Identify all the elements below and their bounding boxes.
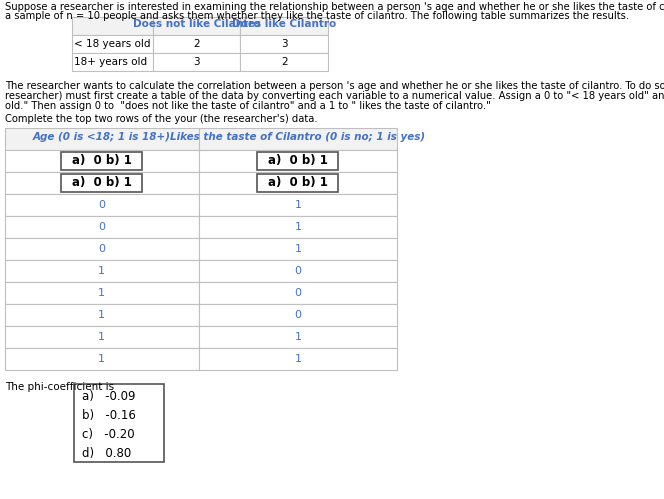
Bar — [61, 174, 142, 192]
Bar — [240, 17, 328, 35]
Bar — [199, 282, 397, 304]
Bar — [199, 194, 397, 216]
Bar — [74, 384, 164, 462]
Text: d)   0.80: d) 0.80 — [82, 447, 131, 460]
Text: 1: 1 — [294, 354, 301, 364]
Bar — [72, 17, 153, 35]
Text: 18+ years old: 18+ years old — [74, 57, 147, 67]
Text: 1: 1 — [294, 244, 301, 254]
Text: 1: 1 — [98, 288, 106, 298]
Bar — [199, 150, 397, 172]
Bar — [153, 35, 240, 53]
Bar — [5, 238, 199, 260]
Text: a sample of n = 10 people and asks them whether they like the taste of cilantro.: a sample of n = 10 people and asks them … — [5, 11, 629, 21]
Text: Complete the top two rows of the your (the researcher's) data.: Complete the top two rows of the your (t… — [5, 114, 317, 124]
Text: 1: 1 — [98, 354, 106, 364]
Bar — [199, 238, 397, 260]
Bar — [199, 326, 397, 348]
Text: 1: 1 — [294, 332, 301, 342]
Text: Does like Cilantro: Does like Cilantro — [232, 19, 336, 29]
Text: 1: 1 — [98, 310, 106, 320]
Text: b)   -0.16: b) -0.16 — [82, 409, 136, 422]
Bar — [153, 53, 240, 71]
Text: < 18 years old: < 18 years old — [74, 39, 151, 49]
Text: Age (0 is <18; 1 is 18+): Age (0 is <18; 1 is 18+) — [33, 132, 171, 142]
Text: The phi-coefficient is: The phi-coefficient is — [5, 382, 114, 392]
Text: a)  0 b) 1: a) 0 b) 1 — [268, 176, 328, 189]
Bar — [5, 150, 199, 172]
Bar — [199, 128, 397, 150]
Text: a)  0 b) 1: a) 0 b) 1 — [72, 154, 131, 167]
Text: a)  0 b) 1: a) 0 b) 1 — [268, 154, 328, 167]
Text: c)   -0.20: c) -0.20 — [82, 428, 135, 441]
Text: 1: 1 — [98, 332, 106, 342]
Text: 2: 2 — [281, 57, 288, 67]
Text: 3: 3 — [193, 57, 200, 67]
Bar — [199, 172, 397, 194]
Bar — [5, 304, 199, 326]
Bar — [199, 348, 397, 370]
Text: 2: 2 — [193, 39, 200, 49]
Text: 1: 1 — [98, 266, 106, 276]
Bar — [153, 17, 240, 35]
Bar — [5, 282, 199, 304]
Bar — [240, 53, 328, 71]
Bar — [5, 172, 199, 194]
Bar — [199, 216, 397, 238]
Text: old." Then assign 0 to  "does not like the taste of cilantro" and a 1 to " likes: old." Then assign 0 to "does not like th… — [5, 101, 491, 111]
Bar — [61, 152, 142, 170]
Text: 0: 0 — [294, 288, 301, 298]
Bar — [5, 128, 199, 150]
Bar — [257, 152, 339, 170]
Bar — [72, 53, 153, 71]
Text: a)  0 b) 1: a) 0 b) 1 — [72, 176, 131, 189]
Text: 0: 0 — [294, 266, 301, 276]
Text: researcher) must first create a table of the data by converting each variable to: researcher) must first create a table of… — [5, 91, 664, 101]
Bar — [240, 35, 328, 53]
Text: Likes the taste of Cilantro (0 is no; 1 is yes): Likes the taste of Cilantro (0 is no; 1 … — [170, 132, 426, 142]
Bar — [5, 216, 199, 238]
Text: 1: 1 — [294, 222, 301, 232]
Text: 0: 0 — [98, 244, 106, 254]
Bar — [199, 304, 397, 326]
Bar — [5, 348, 199, 370]
Text: 1: 1 — [294, 200, 301, 210]
Text: 3: 3 — [281, 39, 288, 49]
Text: 0: 0 — [98, 200, 106, 210]
Text: The researcher wants to calculate the correlation between a person 's age and wh: The researcher wants to calculate the co… — [5, 81, 664, 91]
Text: Suppose a researcher is interested in examining the relationship between a perso: Suppose a researcher is interested in ex… — [5, 2, 664, 12]
Bar — [199, 260, 397, 282]
Bar — [257, 174, 339, 192]
Bar — [5, 194, 199, 216]
Text: 0: 0 — [98, 222, 106, 232]
Bar — [5, 260, 199, 282]
Text: Does not like Cilantro: Does not like Cilantro — [133, 19, 260, 29]
Text: a)   -0.09: a) -0.09 — [82, 390, 136, 403]
Text: 0: 0 — [294, 310, 301, 320]
Bar — [5, 326, 199, 348]
Bar — [72, 35, 153, 53]
